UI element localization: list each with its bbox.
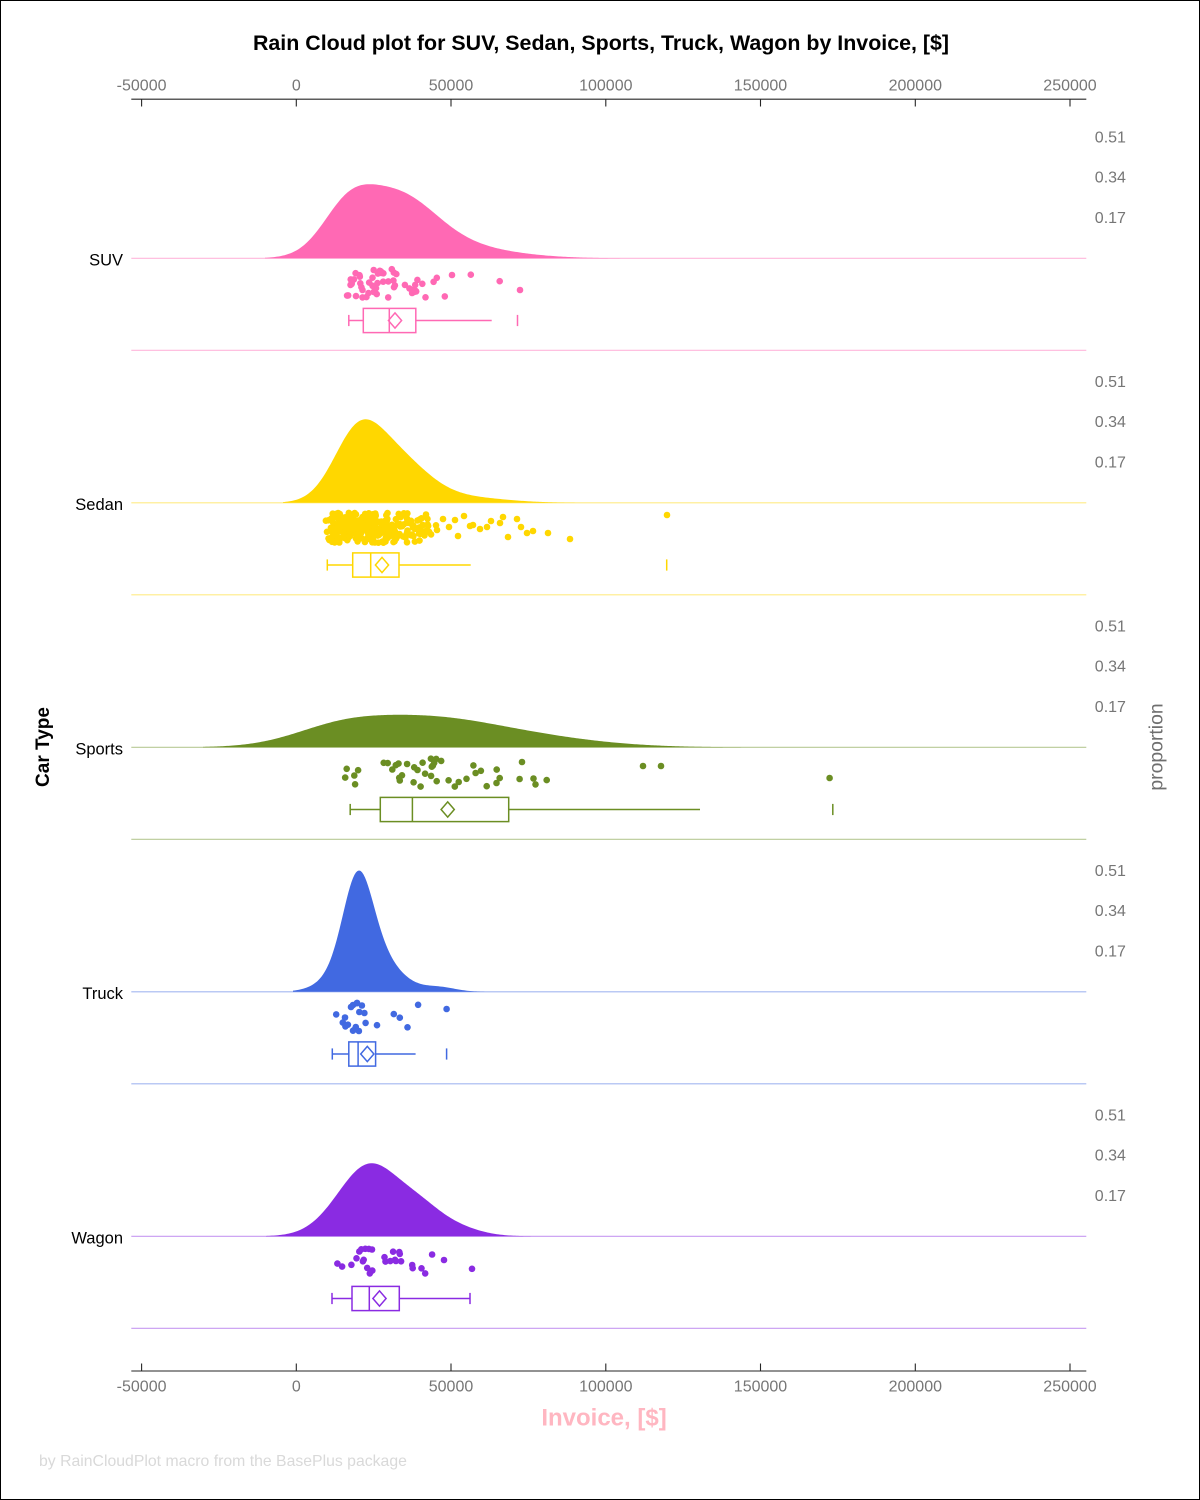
svg-text:250000: 250000 <box>1043 1379 1096 1396</box>
svg-text:Sports: Sports <box>75 740 123 758</box>
svg-text:200000: 200000 <box>889 1379 942 1396</box>
svg-text:by RainCloudPlot macro from th: by RainCloudPlot macro from the BasePlus… <box>39 1453 407 1470</box>
svg-text:0.51: 0.51 <box>1095 863 1126 880</box>
svg-text:0.17: 0.17 <box>1095 943 1126 960</box>
svg-text:Sedan: Sedan <box>75 496 123 514</box>
svg-text:150000: 150000 <box>734 78 787 95</box>
svg-text:100000: 100000 <box>579 1379 632 1396</box>
svg-text:Truck: Truck <box>82 985 123 1003</box>
svg-text:0.17: 0.17 <box>1095 454 1126 471</box>
svg-text:0: 0 <box>292 1379 301 1396</box>
svg-text:0.34: 0.34 <box>1095 1148 1126 1165</box>
svg-text:-50000: -50000 <box>117 78 167 95</box>
svg-text:Rain Cloud plot for SUV, Sedan: Rain Cloud plot for SUV, Sedan, Sports, … <box>253 31 949 55</box>
svg-text:Car Type: Car Type <box>33 707 54 787</box>
svg-text:0.17: 0.17 <box>1095 1188 1126 1205</box>
svg-text:proportion: proportion <box>1146 703 1168 790</box>
svg-text:0.51: 0.51 <box>1095 1107 1126 1124</box>
svg-text:50000: 50000 <box>429 78 474 95</box>
svg-text:0.34: 0.34 <box>1095 170 1126 187</box>
svg-text:0: 0 <box>292 78 301 95</box>
svg-text:250000: 250000 <box>1043 78 1096 95</box>
svg-text:SUV: SUV <box>89 251 123 269</box>
svg-text:-50000: -50000 <box>117 1379 167 1396</box>
svg-text:100000: 100000 <box>579 78 632 95</box>
svg-text:0.17: 0.17 <box>1095 210 1126 227</box>
svg-text:0.34: 0.34 <box>1095 903 1126 920</box>
svg-text:0.34: 0.34 <box>1095 414 1126 431</box>
svg-text:50000: 50000 <box>429 1379 474 1396</box>
svg-text:0.51: 0.51 <box>1095 129 1126 146</box>
svg-text:0.51: 0.51 <box>1095 374 1126 391</box>
svg-text:Invoice, [$]: Invoice, [$] <box>541 1405 666 1432</box>
svg-text:150000: 150000 <box>734 1379 787 1396</box>
svg-text:0.51: 0.51 <box>1095 618 1126 635</box>
svg-text:0.34: 0.34 <box>1095 659 1126 676</box>
svg-text:200000: 200000 <box>889 78 942 95</box>
svg-text:Wagon: Wagon <box>71 1229 123 1247</box>
svg-text:0.17: 0.17 <box>1095 699 1126 716</box>
